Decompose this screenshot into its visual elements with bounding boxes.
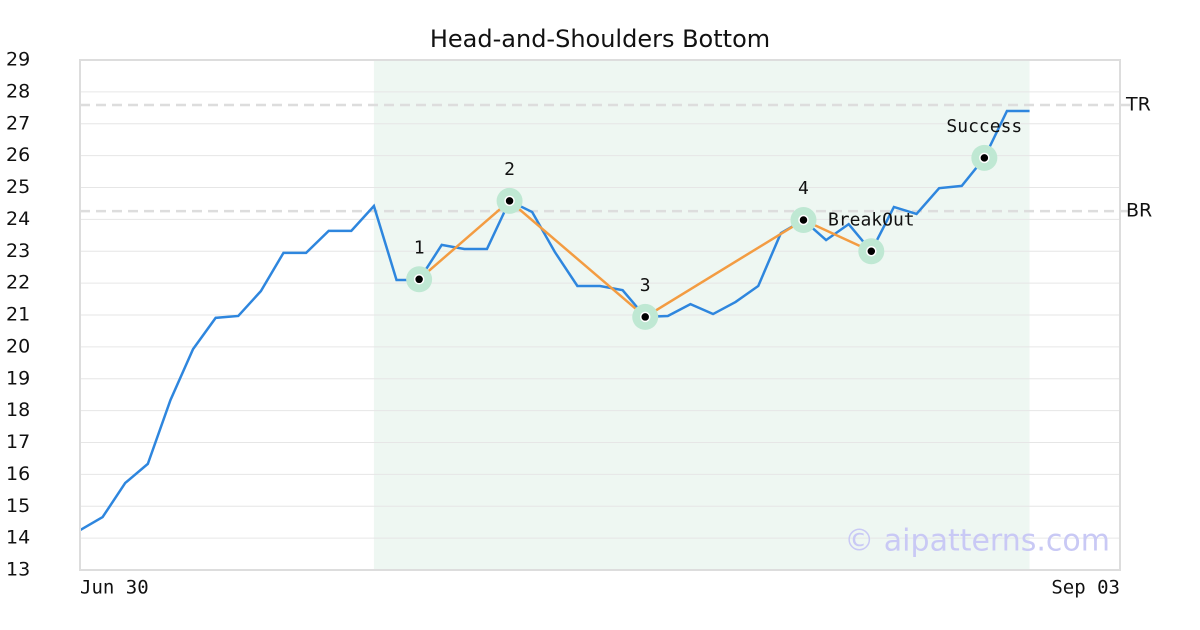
y-tick-label: 19 (6, 367, 30, 389)
level-label: BR (1126, 200, 1152, 222)
y-tick-label: 25 (6, 176, 30, 198)
pattern-point-label: BreakOut (828, 209, 915, 230)
target-point (979, 152, 990, 164)
y-tick-label: 23 (6, 240, 30, 262)
pattern-point-label: 4 (798, 178, 809, 199)
y-tick-label: 15 (6, 495, 30, 517)
y-tick-label: 18 (6, 399, 30, 421)
y-tick-label: 26 (6, 144, 30, 166)
pattern-point-label: 1 (414, 237, 425, 258)
y-tick-label: 28 (6, 80, 30, 102)
y-tick-label: 22 (6, 272, 30, 294)
pattern-point (798, 214, 809, 226)
y-tick-label: 21 (6, 304, 30, 326)
pattern-point (639, 311, 651, 323)
pattern-point-label: 2 (504, 159, 515, 180)
y-tick-label: 27 (6, 112, 30, 134)
level-label: TR (1125, 93, 1151, 115)
y-tick-label: 29 (6, 49, 30, 71)
plot-frame (79, 59, 1121, 571)
y-tick-label: 17 (6, 431, 30, 453)
y-tick-label: 20 (6, 335, 30, 357)
x-tick-label: Jun 30 (80, 577, 149, 599)
chart-title: Head-and-Shoulders Bottom (430, 25, 770, 53)
pattern-point (413, 274, 425, 285)
pattern-point (504, 195, 515, 207)
x-tick-label: Sep 03 (1051, 577, 1120, 599)
y-tick-label: 16 (6, 463, 30, 485)
watermark: © aipatterns.com (844, 524, 1110, 559)
pattern-point (866, 246, 877, 257)
y-tick-label: 24 (6, 208, 30, 230)
y-tick-label: 13 (6, 559, 30, 581)
y-tick-label: 14 (6, 527, 30, 549)
pattern-point-label: 3 (640, 275, 651, 296)
target-point-label: Success (946, 116, 1022, 137)
